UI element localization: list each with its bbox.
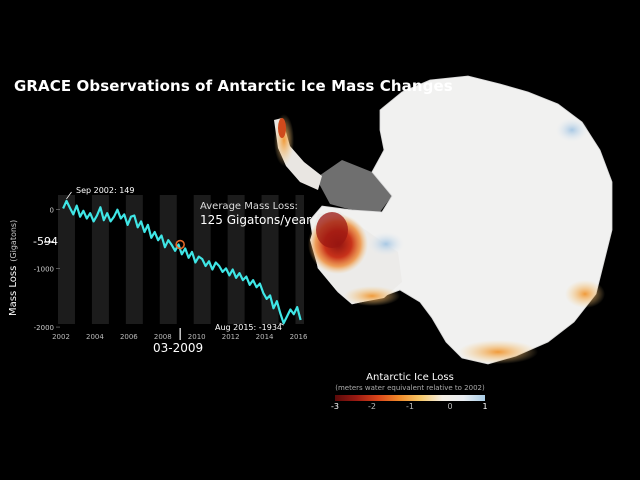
pine-island-loss bbox=[316, 212, 348, 248]
y-axis-label: Mass Loss(Gigatons) bbox=[8, 219, 19, 316]
page-title: GRACE Observations of Antarctic Ice Mass… bbox=[14, 77, 453, 95]
year-band bbox=[227, 195, 245, 324]
x-tick-label: 2012 bbox=[222, 333, 240, 341]
wilkes-loss bbox=[565, 280, 605, 308]
x-tick-label: 2002 bbox=[52, 333, 70, 341]
year-band bbox=[261, 195, 279, 324]
legend-tick: -2 bbox=[368, 402, 376, 411]
legend-subtitle: (meters water equivalent relative to 200… bbox=[335, 384, 485, 392]
current-date-label: 03-2009 bbox=[153, 341, 204, 355]
x-tick-label: 2010 bbox=[188, 333, 206, 341]
color-legend: Antarctic Ice Loss (meters water equival… bbox=[330, 372, 490, 414]
average-mass-loss: Average Mass Loss: 125 Gigatons/year bbox=[200, 201, 311, 227]
start-annotation-line bbox=[66, 191, 72, 200]
ronne-ice-shelf bbox=[316, 160, 392, 212]
year-band bbox=[125, 195, 143, 324]
legend-tick: 0 bbox=[447, 402, 453, 411]
year-band bbox=[58, 195, 75, 324]
end-annotation: Aug 2015: -1934 bbox=[215, 323, 283, 332]
mass-series-line bbox=[62, 199, 302, 325]
legend-title: Antarctic Ice Loss bbox=[366, 372, 454, 383]
current-value-label: -594 bbox=[33, 235, 58, 248]
x-tick-label: 2004 bbox=[86, 333, 104, 341]
legend-tick: -3 bbox=[331, 402, 339, 411]
current-point-marker bbox=[175, 239, 185, 250]
east-gain bbox=[556, 118, 588, 142]
year-band bbox=[91, 195, 109, 324]
ross-coast-loss bbox=[344, 286, 400, 306]
x-tick-label: 2008 bbox=[154, 333, 172, 341]
legend-tick: 1 bbox=[482, 402, 488, 411]
legend-tick: -1 bbox=[406, 402, 414, 411]
totten-loss bbox=[458, 340, 538, 364]
peninsula-tip-loss bbox=[278, 118, 286, 138]
y-ticks: 0 -1000 -2000 bbox=[34, 207, 60, 332]
average-label: Average Mass Loss: bbox=[200, 201, 298, 212]
year-band bbox=[295, 195, 304, 324]
y-tick-label: -2000 bbox=[34, 324, 54, 332]
west-gain bbox=[368, 232, 404, 256]
start-annotation: Sep 2002: 149 bbox=[76, 186, 135, 195]
y-tick-label: 0 bbox=[50, 207, 54, 215]
y-tick-label: -1000 bbox=[34, 265, 54, 273]
legend-ticks: -3 -2 -1 0 1 bbox=[330, 402, 490, 414]
x-tick-labels: 2002 2004 2006 2008 2010 2012 2014 2016 bbox=[52, 333, 308, 341]
average-value: 125 Gigatons/year bbox=[200, 213, 312, 227]
x-tick-label: 2014 bbox=[256, 333, 274, 341]
x-tick-label: 2016 bbox=[290, 333, 308, 341]
year-band bbox=[159, 195, 177, 324]
x-tick-label: 2006 bbox=[120, 333, 138, 341]
end-annotation-line bbox=[279, 322, 284, 326]
legend-colorbar bbox=[335, 395, 485, 401]
